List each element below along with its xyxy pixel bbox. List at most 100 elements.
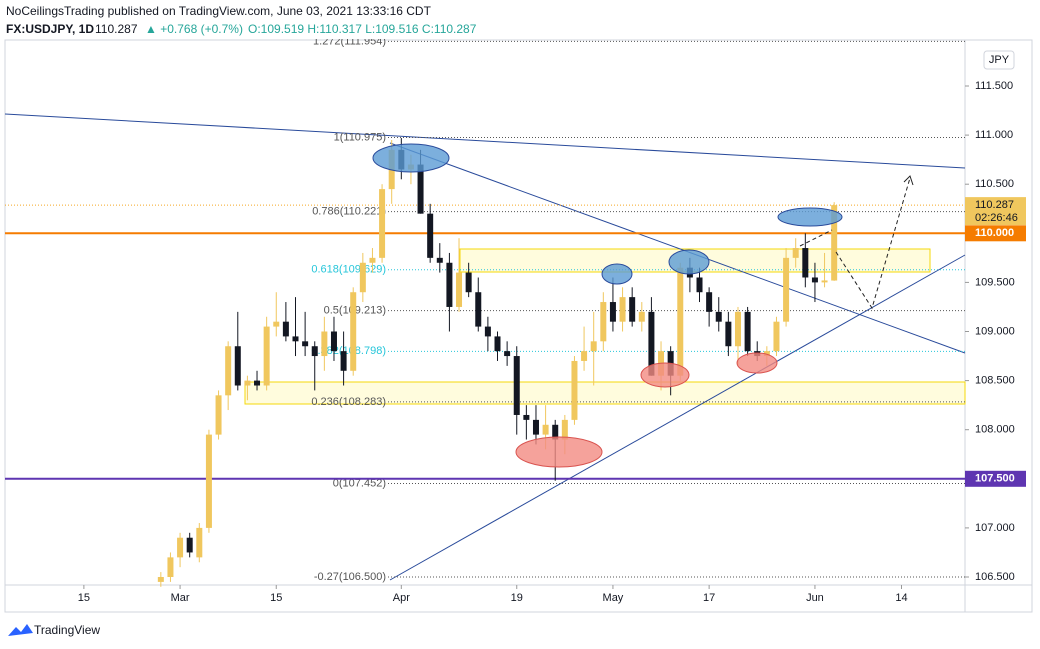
candle-body: [379, 189, 386, 258]
change: ▲ +0.768 (+0.7%): [145, 22, 243, 36]
candle-body: [330, 331, 337, 352]
x-tick-label: Jun: [806, 592, 824, 604]
candle-body: [167, 557, 174, 577]
highlight: [601, 263, 633, 285]
price-tag: [965, 470, 1026, 487]
y-tick-label: 109.500: [975, 276, 1015, 288]
candle-body: [244, 380, 251, 386]
candle-body: [205, 434, 212, 528]
highlight: [668, 249, 710, 275]
candle-body: [465, 272, 472, 293]
candle-body: [177, 537, 184, 558]
header-bg: [0, 0, 1040, 39]
candle-body: [263, 326, 270, 386]
candle-body: [225, 346, 232, 396]
fib-label: 1(110.975): [334, 131, 386, 143]
candle-body: [532, 419, 539, 435]
ohlc: O:109.519 H:110.317 L:109.516 C:110.287: [248, 22, 477, 36]
fib-label: 0.786(110.221): [312, 206, 386, 218]
candle-body: [638, 311, 645, 322]
trend-line: [389, 142, 966, 354]
candle-body: [196, 527, 203, 558]
candle-body: [157, 577, 164, 582]
candle-body: [427, 213, 434, 258]
plot: [157, 138, 838, 587]
y-tick-label: 111.500: [975, 80, 1013, 92]
candle-body: [734, 311, 741, 347]
last-price-tag: [965, 197, 1026, 226]
x-tick-label: May: [603, 592, 624, 604]
candle-body: [696, 277, 703, 293]
candle-body: [273, 321, 280, 327]
candle-body: [773, 321, 780, 352]
candle-body: [436, 257, 443, 263]
highlight: [372, 143, 450, 173]
candle-body: [369, 257, 376, 263]
candle-body: [802, 248, 809, 278]
projection: [799, 229, 833, 247]
candle-body: [186, 537, 193, 553]
arrow-head: [903, 175, 914, 186]
annotations: [372, 143, 914, 468]
candle-body: [484, 326, 491, 337]
fib-label: -0.27(106.500): [314, 571, 386, 583]
x-tick-label: 15: [270, 592, 282, 604]
highlight: [777, 207, 843, 227]
candle-body: [215, 395, 222, 435]
y-tick-label: 109.000: [975, 325, 1015, 337]
candle-body: [783, 257, 790, 322]
x-tick-label: 14: [895, 592, 907, 604]
fib-label: 0.236(108.283): [311, 396, 386, 408]
candle-body: [475, 292, 482, 327]
highlight: [515, 436, 603, 468]
candle-body: [321, 331, 328, 357]
y-tick-label: 106.500: [975, 571, 1015, 583]
candle-body: [619, 297, 626, 322]
candle-body: [350, 292, 357, 371]
candle-body: [523, 414, 530, 420]
candle-body: [581, 351, 588, 361]
candle-body: [811, 277, 818, 283]
candle-body: [629, 297, 636, 322]
trend-line: [389, 254, 966, 581]
candle-body: [792, 248, 799, 258]
fib-label: 0.618(109.629): [311, 264, 386, 276]
price-tag-label: 110.000: [975, 227, 1014, 239]
y-tick-label: 107.000: [975, 522, 1015, 534]
last-price-label: 110.287: [975, 199, 1014, 211]
y-tick-label: 111.000: [975, 129, 1013, 141]
x-tick-label: 19: [511, 592, 523, 604]
candle-body: [494, 336, 501, 352]
candle-body: [542, 424, 549, 435]
last: 110.287: [95, 22, 138, 36]
currency: JPY: [989, 54, 1010, 66]
candle-body: [504, 351, 511, 357]
candle-body: [254, 380, 261, 386]
trend-line: [4, 113, 966, 169]
symbol: FX:USDJPY, 1D: [6, 22, 94, 36]
x-tick-label: Mar: [171, 592, 190, 604]
zone-box: [244, 381, 966, 405]
price-tag-label: 107.500: [975, 473, 1015, 485]
candle-body: [600, 302, 607, 342]
countdown: 02:26:46: [975, 212, 1018, 224]
candle-body: [282, 321, 289, 337]
brand: TradingView: [34, 623, 100, 637]
candle-body: [648, 311, 655, 376]
y-tick-label: 108.000: [975, 424, 1015, 436]
highlight: [736, 352, 778, 374]
candle-body: [561, 419, 568, 440]
candle-body: [340, 351, 347, 371]
candle-body: [302, 341, 309, 347]
x-tick-label: Apr: [393, 592, 410, 604]
candle-body: [590, 341, 597, 352]
candle-body: [571, 360, 578, 420]
candle-body: [609, 302, 616, 322]
candle-body: [744, 311, 751, 352]
y-tick-label: 108.500: [975, 375, 1015, 387]
candle-body: [677, 267, 684, 376]
projection: [835, 177, 911, 310]
candle-body: [456, 272, 463, 307]
candle-body: [417, 164, 424, 214]
price-tag: [965, 225, 1026, 242]
